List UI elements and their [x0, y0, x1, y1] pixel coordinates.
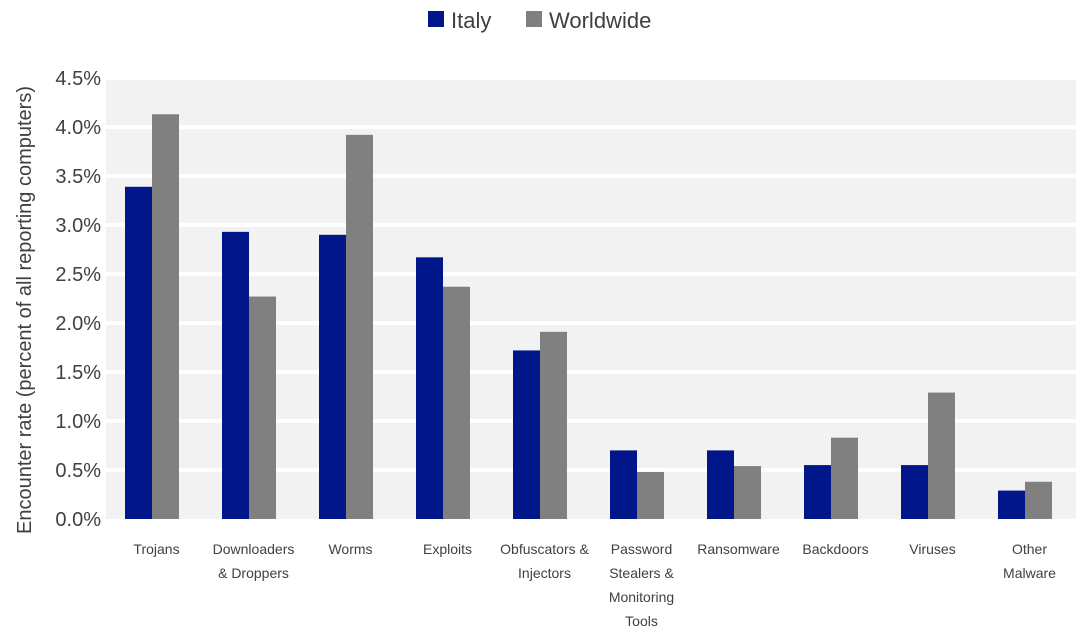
bar-italy	[222, 231, 249, 520]
y-axis-label: Encounter rate (percent of all reporting…	[14, 86, 36, 534]
bar-worldwide	[152, 114, 179, 519]
bar-worldwide	[928, 392, 955, 519]
x-axis-category-labels: Trojans Downloaders & Droppers Worms Exploit…	[133, 541, 1056, 629]
y-tick-label: 2.5%	[55, 264, 101, 286]
x-category-label: Obfuscators & Injectors	[500, 541, 589, 581]
x-category-label: Ransomware	[697, 541, 780, 557]
x-category-label: Viruses	[909, 541, 955, 557]
legend-swatch-italy	[428, 11, 444, 27]
y-tick-label: 1.5%	[55, 362, 101, 384]
bar-italy	[610, 450, 637, 519]
bar-italy	[319, 234, 346, 520]
x-category-label: Exploits	[423, 541, 472, 557]
bar-italy	[125, 186, 152, 519]
legend: Italy Worldwide	[428, 8, 651, 33]
legend-label-italy: Italy	[451, 8, 491, 33]
bar-worldwide	[637, 471, 664, 519]
y-tick-label: 0.0%	[55, 509, 101, 531]
bar-italy	[998, 490, 1025, 519]
bar-worldwide	[831, 437, 858, 519]
bar-worldwide	[443, 286, 470, 519]
bar-italy	[804, 465, 831, 519]
y-tick-label: 1.0%	[55, 411, 101, 433]
bar-italy	[513, 350, 540, 519]
y-tick-label: 3.5%	[55, 166, 101, 188]
x-category-label: Password Stealers & Monitoring Tools	[609, 541, 675, 629]
bar-italy	[901, 465, 928, 519]
legend-label-worldwide: Worldwide	[549, 8, 651, 33]
bar-worldwide	[734, 466, 761, 519]
bar-worldwide	[346, 134, 373, 519]
y-tick-label: 3.0%	[55, 215, 101, 237]
bar-italy	[707, 450, 734, 519]
bars	[125, 114, 1052, 520]
y-tick-label: 4.0%	[55, 117, 101, 139]
x-category-label: Trojans	[133, 541, 179, 557]
bar-worldwide	[1025, 481, 1052, 519]
y-tick-label: 4.5%	[55, 68, 101, 90]
bar-worldwide	[249, 296, 276, 519]
x-category-label: Worms	[328, 541, 372, 557]
x-category-label: Downloaders & Droppers	[213, 541, 295, 581]
x-category-label: Backdoors	[802, 541, 868, 557]
y-tick-label: 2.0%	[55, 313, 101, 335]
x-category-label: Other Malware	[1003, 541, 1056, 581]
bar-italy	[416, 257, 443, 519]
legend-swatch-worldwide	[526, 11, 542, 27]
bar-worldwide	[540, 331, 567, 519]
y-axis-tick-labels: 0.0% 0.5% 1.0% 1.5% 2.0% 2.5% 3.0% 3.5% 4.0% 4.5%	[55, 68, 101, 531]
y-tick-label: 0.5%	[55, 460, 101, 482]
